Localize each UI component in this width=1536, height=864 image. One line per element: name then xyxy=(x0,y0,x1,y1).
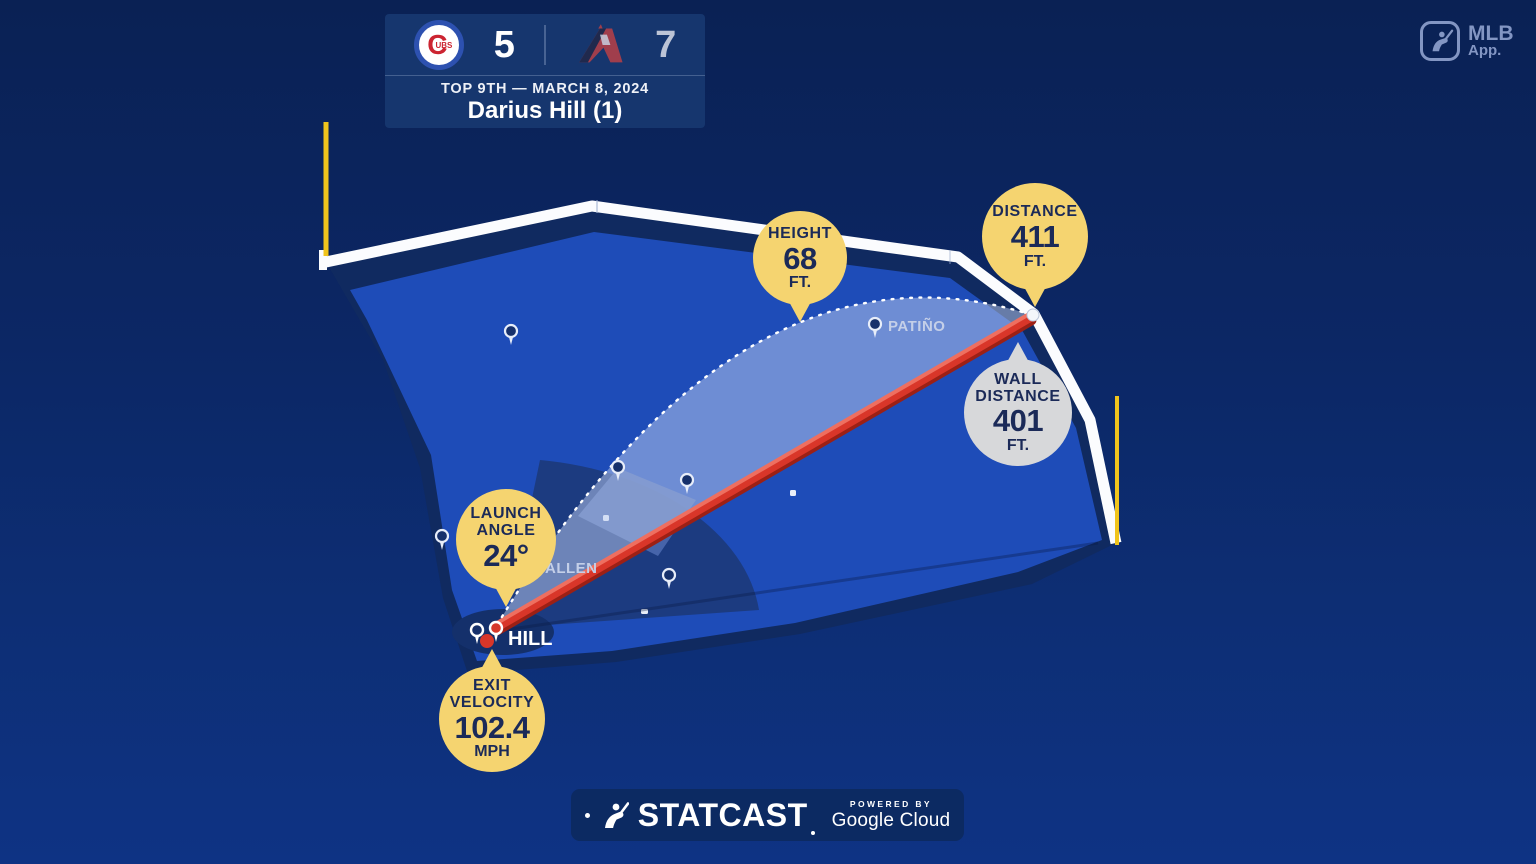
wall-distance-label-1: WALL xyxy=(994,370,1042,388)
hit-start-marker xyxy=(480,634,494,648)
hit-location-pin xyxy=(488,620,504,642)
scoreboard-divider xyxy=(544,24,546,65)
fielder-pin xyxy=(679,472,695,494)
exit-velocity-label-1: EXIT xyxy=(473,677,511,695)
home-team-panel: 7 xyxy=(546,14,705,75)
player-headline: Darius Hill (1) xyxy=(467,97,623,124)
inning-date-line: TOP 9TH — MARCH 8, 2024 xyxy=(440,81,650,97)
exit-velocity-value: 102.4 xyxy=(454,709,530,745)
statcast-trademark-dot xyxy=(810,831,815,835)
height-value: 68 xyxy=(783,240,817,276)
right-foul-line xyxy=(504,541,1099,632)
statcast-batter-icon xyxy=(604,802,629,828)
callout-pointer xyxy=(479,649,505,673)
away-score: 5 xyxy=(493,23,515,66)
cubs-logo-text: UBS xyxy=(435,40,453,50)
hit-ground-path xyxy=(491,311,1037,636)
fielder-pin xyxy=(661,567,677,589)
cubs-logo: C UBS xyxy=(414,19,465,70)
height-callout: HEIGHT 68 FT. xyxy=(753,211,847,322)
scoreboard-info: TOP 9TH — MARCH 8, 2024 Darius Hill (1) xyxy=(385,76,705,128)
launch-angle-label-2: ANGLE xyxy=(476,522,536,540)
base-marker xyxy=(641,609,648,614)
callout-pointer xyxy=(1005,342,1031,366)
landing-ball xyxy=(1026,308,1040,322)
mlb-logo-icon xyxy=(1420,21,1460,61)
mlb-app-text: MLB App. xyxy=(1468,21,1514,59)
dbacks-logo xyxy=(579,23,623,62)
exit-velocity-label-2: VELOCITY xyxy=(449,694,535,712)
distance-label: DISTANCE xyxy=(992,203,1078,221)
callout-pointer xyxy=(1022,283,1048,307)
away-team-panel: C UBS 5 xyxy=(385,14,544,75)
distance-callout: DISTANCE 411 FT. xyxy=(982,183,1088,307)
scoreboard: C UBS 5 7 TOP 9TH — MARCH 8, 2024 Darius… xyxy=(385,14,705,128)
height-unit: FT. xyxy=(788,274,812,292)
distance-value: 411 xyxy=(1010,219,1060,255)
mlb-app-watermark: MLB App. xyxy=(1420,21,1514,61)
wall-distance-callout: WALL DISTANCE 401 FT. xyxy=(964,342,1072,466)
hit-trajectory-arc xyxy=(495,296,1034,627)
powered-by-label: POWERED BY xyxy=(849,798,932,809)
batter-pin xyxy=(469,622,485,644)
player-label-center-fielder: PATIÑO xyxy=(888,317,945,335)
callout-pointer xyxy=(787,298,813,322)
outfield-wall xyxy=(324,200,1122,545)
fielder-pin xyxy=(867,316,883,338)
home-score: 7 xyxy=(655,23,677,66)
google-cloud-wordmark: Google Cloud xyxy=(831,810,951,832)
wall-distance-unit: FT. xyxy=(1006,436,1030,454)
distance-unit: FT. xyxy=(1023,252,1047,270)
player-label-batter: HILL xyxy=(508,628,552,650)
exit-velocity-callout: EXIT VELOCITY 102.4 MPH xyxy=(439,649,545,772)
player-label-infielder: ALLEN xyxy=(545,560,598,577)
wall-distance-label-2: DISTANCE xyxy=(975,387,1061,405)
scoreboard-score-row: C UBS 5 7 xyxy=(385,14,705,76)
launch-angle-value: 24° xyxy=(483,538,529,574)
fielder-pin xyxy=(503,323,519,345)
powered-by-block: POWERED BY Google Cloud xyxy=(832,800,951,831)
fielder-pin xyxy=(610,459,626,481)
callout-pointer xyxy=(493,583,519,607)
height-label: HEIGHT xyxy=(767,224,833,242)
launch-angle-label-1: LAUNCH xyxy=(470,505,542,523)
exit-velocity-unit: MPH xyxy=(474,743,510,761)
mlb-app-line2: App. xyxy=(1468,41,1502,59)
fielder-pin xyxy=(434,528,450,550)
launch-angle-callout: LAUNCH ANGLE 24° xyxy=(456,489,556,607)
cubs-logo-letter: C xyxy=(427,28,448,60)
base-marker xyxy=(790,490,796,496)
statcast-banner: STATCAST POWERED BY Google Cloud xyxy=(571,789,964,841)
statcast-wordmark: STATCAST xyxy=(637,797,808,833)
mlb-app-line1: MLB xyxy=(1468,21,1514,45)
wall-distance-value: 401 xyxy=(992,403,1044,439)
statcast-dot-icon xyxy=(584,812,590,818)
